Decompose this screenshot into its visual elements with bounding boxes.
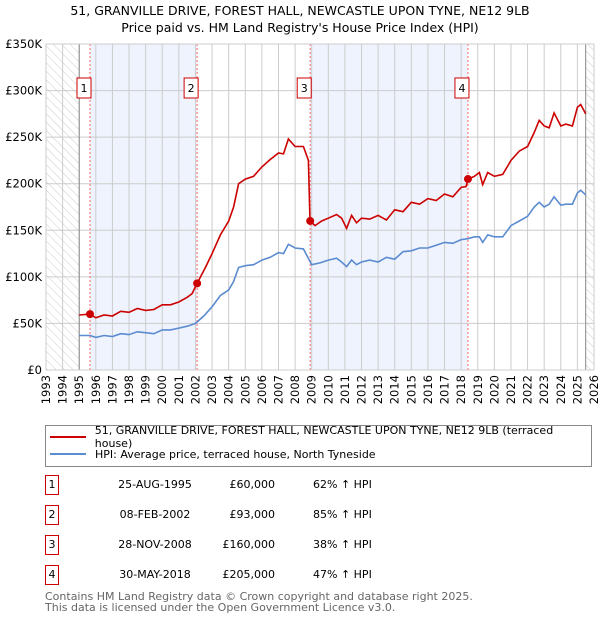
x-tick-label: 2017 <box>438 375 452 404</box>
legend-item-property: 51, GRANVILLE DRIVE, FOREST HALL, NEWCAS… <box>50 424 591 450</box>
transaction-date: 30-MAY-2018 <box>119 568 191 581</box>
transaction-price: £93,000 <box>229 508 276 521</box>
y-tick-label: £100K <box>5 270 42 284</box>
x-tick-label: 2001 <box>172 375 186 404</box>
transaction-row: 3 28-NOV-2008 £160,000 38% ↑ HPI <box>45 535 445 555</box>
transaction-row: 2 08-FEB-2002 £93,000 85% ↑ HPI <box>45 505 445 525</box>
transaction-price: £205,000 <box>222 568 276 581</box>
legend: 51, GRANVILLE DRIVE, FOREST HALL, NEWCAS… <box>45 424 592 467</box>
sale-marker-label: 4 <box>458 82 465 95</box>
sale-marker-box <box>76 77 92 99</box>
x-tick-label: 2024 <box>554 375 568 404</box>
x-tick-label: 1996 <box>89 375 103 404</box>
sale-point <box>193 279 202 288</box>
x-tick-label: 2026 <box>587 375 600 404</box>
legend-label: HPI: Average price, terraced house, Nort… <box>95 447 376 461</box>
hpi-line <box>79 189 587 339</box>
x-tick-label: 2022 <box>521 375 535 404</box>
y-tick-label: £300K <box>5 84 42 98</box>
legend-label: 51, GRANVILLE DRIVE, FOREST HALL, NEWCAS… <box>94 424 554 450</box>
sale-marker-label: 2 <box>188 82 195 95</box>
x-tick-label: 1997 <box>105 375 119 404</box>
legend-swatch-red <box>50 436 86 438</box>
x-tick-label: 1995 <box>72 375 86 404</box>
x-tick-label: 1994 <box>56 375 70 404</box>
x-tick-label: 2011 <box>338 375 352 404</box>
transaction-date: 28-NOV-2008 <box>118 538 192 551</box>
x-tick-label: 1993 <box>39 375 53 404</box>
x-tick-label: 2005 <box>238 375 252 404</box>
plot-border <box>45 43 595 371</box>
sale-marker-label: 1 <box>81 82 88 95</box>
price-chart: £0 £50K £100K £150K £200K £250K £300K £350K 1993… <box>5 37 600 404</box>
y-tick-label: £200K <box>5 177 42 191</box>
shaded-period <box>90 44 198 370</box>
x-tick-label: 2000 <box>155 375 169 404</box>
x-tick-label: 2002 <box>188 375 202 404</box>
x-tick-label: 2016 <box>421 375 435 404</box>
transaction-date: 08-FEB-2002 <box>119 508 191 521</box>
transaction-hpi-diff: 38% ↑ HPI <box>313 538 372 551</box>
legend-swatch-blue <box>50 453 86 455</box>
transaction-number: 2 <box>45 505 59 525</box>
y-tick-label: £50K <box>13 316 43 330</box>
x-tick-label: 2004 <box>222 375 236 404</box>
x-tick-label: 2014 <box>388 375 402 404</box>
footer-licence: This data is licensed under the Open Gov… <box>45 601 396 614</box>
x-tick-label: 2008 <box>288 375 302 404</box>
sale-point <box>86 310 95 319</box>
transaction-price: £60,000 <box>229 478 276 491</box>
x-tick-label: 2025 <box>570 375 584 404</box>
transaction-hpi-diff: 85% ↑ HPI <box>313 508 372 521</box>
x-tick-label: 2012 <box>355 375 369 404</box>
chart-title: 51, GRANVILLE DRIVE, FOREST HALL, NEWCAS… <box>70 3 530 18</box>
transaction-hpi-diff: 62% ↑ HPI <box>313 478 372 491</box>
x-tick-label: 2018 <box>454 375 468 404</box>
sale-marker-box <box>454 77 470 99</box>
y-tick-label: £150K <box>5 223 42 237</box>
sale-point <box>463 175 472 184</box>
x-tick-label: 2010 <box>321 375 335 404</box>
x-tick-label: 2009 <box>305 375 319 404</box>
x-tick-label: 2019 <box>471 375 485 404</box>
x-tick-label: 2013 <box>371 375 385 404</box>
transaction-price: £160,000 <box>222 538 276 551</box>
x-tick-label: 2021 <box>504 375 518 404</box>
hatched-region <box>585 44 594 370</box>
y-tick-label: £250K <box>5 130 42 144</box>
transaction-number: 4 <box>45 565 59 585</box>
x-tick-label: 2007 <box>271 375 285 404</box>
transaction-hpi-diff: 47% ↑ HPI <box>313 568 372 581</box>
transaction-row: 4 30-MAY-2018 £205,000 47% ↑ HPI <box>45 565 445 585</box>
footer-copyright: Contains HM Land Registry data © Crown c… <box>45 590 473 603</box>
x-tick-label: 2015 <box>404 375 418 404</box>
x-tick-label: 1998 <box>122 375 136 404</box>
transaction-row: 1 25-AUG-1995 £60,000 62% ↑ HPI <box>45 475 445 495</box>
x-tick-label: 2020 <box>487 375 501 404</box>
legend-item-hpi: HPI: Average price, terraced house, Nort… <box>50 446 376 462</box>
transaction-number: 1 <box>45 475 59 495</box>
sale-point <box>306 216 315 225</box>
x-tick-label: 2023 <box>537 375 551 404</box>
property-price-line <box>79 103 587 319</box>
x-tick-label: 1999 <box>139 375 153 404</box>
sale-marker-box <box>296 77 312 99</box>
transaction-number: 3 <box>45 535 59 555</box>
sale-marker-box <box>183 77 199 99</box>
shaded-period <box>310 44 468 370</box>
transaction-date: 25-AUG-1995 <box>118 478 192 491</box>
chart-subtitle: Price paid vs. HM Land Registry's House … <box>121 20 479 35</box>
x-tick-label: 2003 <box>205 375 219 404</box>
x-tick-label: 2006 <box>255 375 269 404</box>
y-tick-label: £350K <box>5 37 42 51</box>
sale-marker-label: 3 <box>301 82 308 95</box>
y-tick-label: £0 <box>27 363 42 377</box>
